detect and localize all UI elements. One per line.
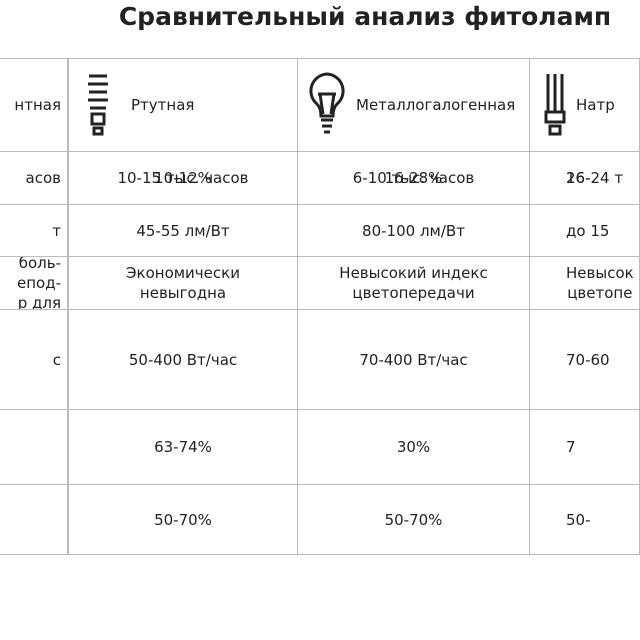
icon-tube bbox=[544, 74, 566, 136]
icon-cfl bbox=[88, 74, 108, 136]
cell-text: 7 bbox=[566, 438, 576, 456]
table-cell: 80-100 лм/Вт bbox=[298, 205, 530, 257]
cell-text: 45-55 лм/Вт bbox=[136, 221, 230, 240]
cell-text: 26- bbox=[566, 169, 591, 187]
cell-text: 63-74% bbox=[154, 438, 212, 456]
header-text: Металлогалогенная bbox=[356, 96, 516, 114]
cell-text: т bbox=[52, 221, 61, 240]
table-cell: 50- bbox=[530, 485, 640, 555]
cell-text: 6-10 тыс. часов bbox=[352, 169, 475, 187]
cell-text: 50-70% bbox=[154, 510, 212, 529]
cell-text: 10-12% bbox=[154, 169, 212, 187]
header-cell: Металлогалогенная bbox=[298, 58, 530, 152]
table-cell: 6-10 тыс. часов bbox=[298, 152, 530, 205]
table-cell: 50-70% bbox=[68, 485, 298, 555]
table-cell: боль- епод- р для bbox=[0, 257, 68, 310]
cell-text: 10-15 тыс. часов bbox=[117, 169, 249, 187]
cell-text: 50-400 Вт/час bbox=[128, 350, 238, 369]
table-cell: 16-24 т bbox=[530, 152, 640, 205]
table-cell: 7 bbox=[530, 410, 640, 485]
table-cell: 10-15 тыс. часов bbox=[68, 152, 298, 205]
cell-text: боль- епод- р для bbox=[17, 257, 61, 310]
table-cell bbox=[0, 410, 68, 485]
cell-text: 30% bbox=[396, 438, 431, 456]
table-cell: Экономически невыгодна bbox=[68, 257, 298, 310]
header-text: нтная bbox=[14, 96, 61, 114]
cell-text: до 15 bbox=[566, 221, 610, 240]
cell-text: с bbox=[52, 350, 61, 369]
cell-text: 80-100 лм/Вт bbox=[362, 221, 465, 240]
table-cell: 30% bbox=[298, 410, 530, 485]
header-cell: нтная bbox=[0, 58, 68, 152]
table-cell: Невысок цветопе bbox=[530, 257, 640, 310]
table-cell: 70-60 bbox=[530, 310, 640, 410]
cell-text: Экономически невыгодна bbox=[126, 264, 240, 302]
table-cell bbox=[0, 485, 68, 555]
header-cell: Ртутная bbox=[68, 58, 298, 152]
table-cell: асов bbox=[0, 152, 68, 205]
cell-text: 16-28% bbox=[384, 169, 443, 187]
table-cell: т bbox=[0, 205, 68, 257]
table-cell: 63-74% bbox=[68, 410, 298, 485]
header-cell: Натр bbox=[530, 58, 640, 152]
cell-text: 50-70% bbox=[384, 510, 443, 529]
header-text: Натр bbox=[576, 96, 615, 114]
cell-text: 70-60 bbox=[566, 350, 610, 369]
cell-text: 50- bbox=[566, 510, 591, 529]
table-cell: 45-55 лм/Вт bbox=[68, 205, 298, 257]
table-cell: Невысокий индекс цветопередачи bbox=[298, 257, 530, 310]
cell-text: 16-24 т bbox=[566, 169, 624, 187]
table-cell: 50-400 Вт/час bbox=[68, 310, 298, 410]
cell-text: Невысокий индекс цветопередачи bbox=[339, 264, 488, 302]
cell-text: асов bbox=[25, 169, 61, 187]
icon-bulb bbox=[309, 72, 345, 134]
title: Сравнительный анализ фитоламп bbox=[118, 2, 612, 31]
cell-text: 70-400 Вт/час bbox=[359, 350, 468, 369]
table-cell: с bbox=[0, 310, 68, 410]
table-cell: до 15 bbox=[530, 205, 640, 257]
table-cell: 50-70% bbox=[298, 485, 530, 555]
cell-text: Невысок цветопе bbox=[566, 264, 634, 302]
header-text: Ртутная bbox=[131, 96, 195, 114]
table-cell: 70-400 Вт/час bbox=[298, 310, 530, 410]
